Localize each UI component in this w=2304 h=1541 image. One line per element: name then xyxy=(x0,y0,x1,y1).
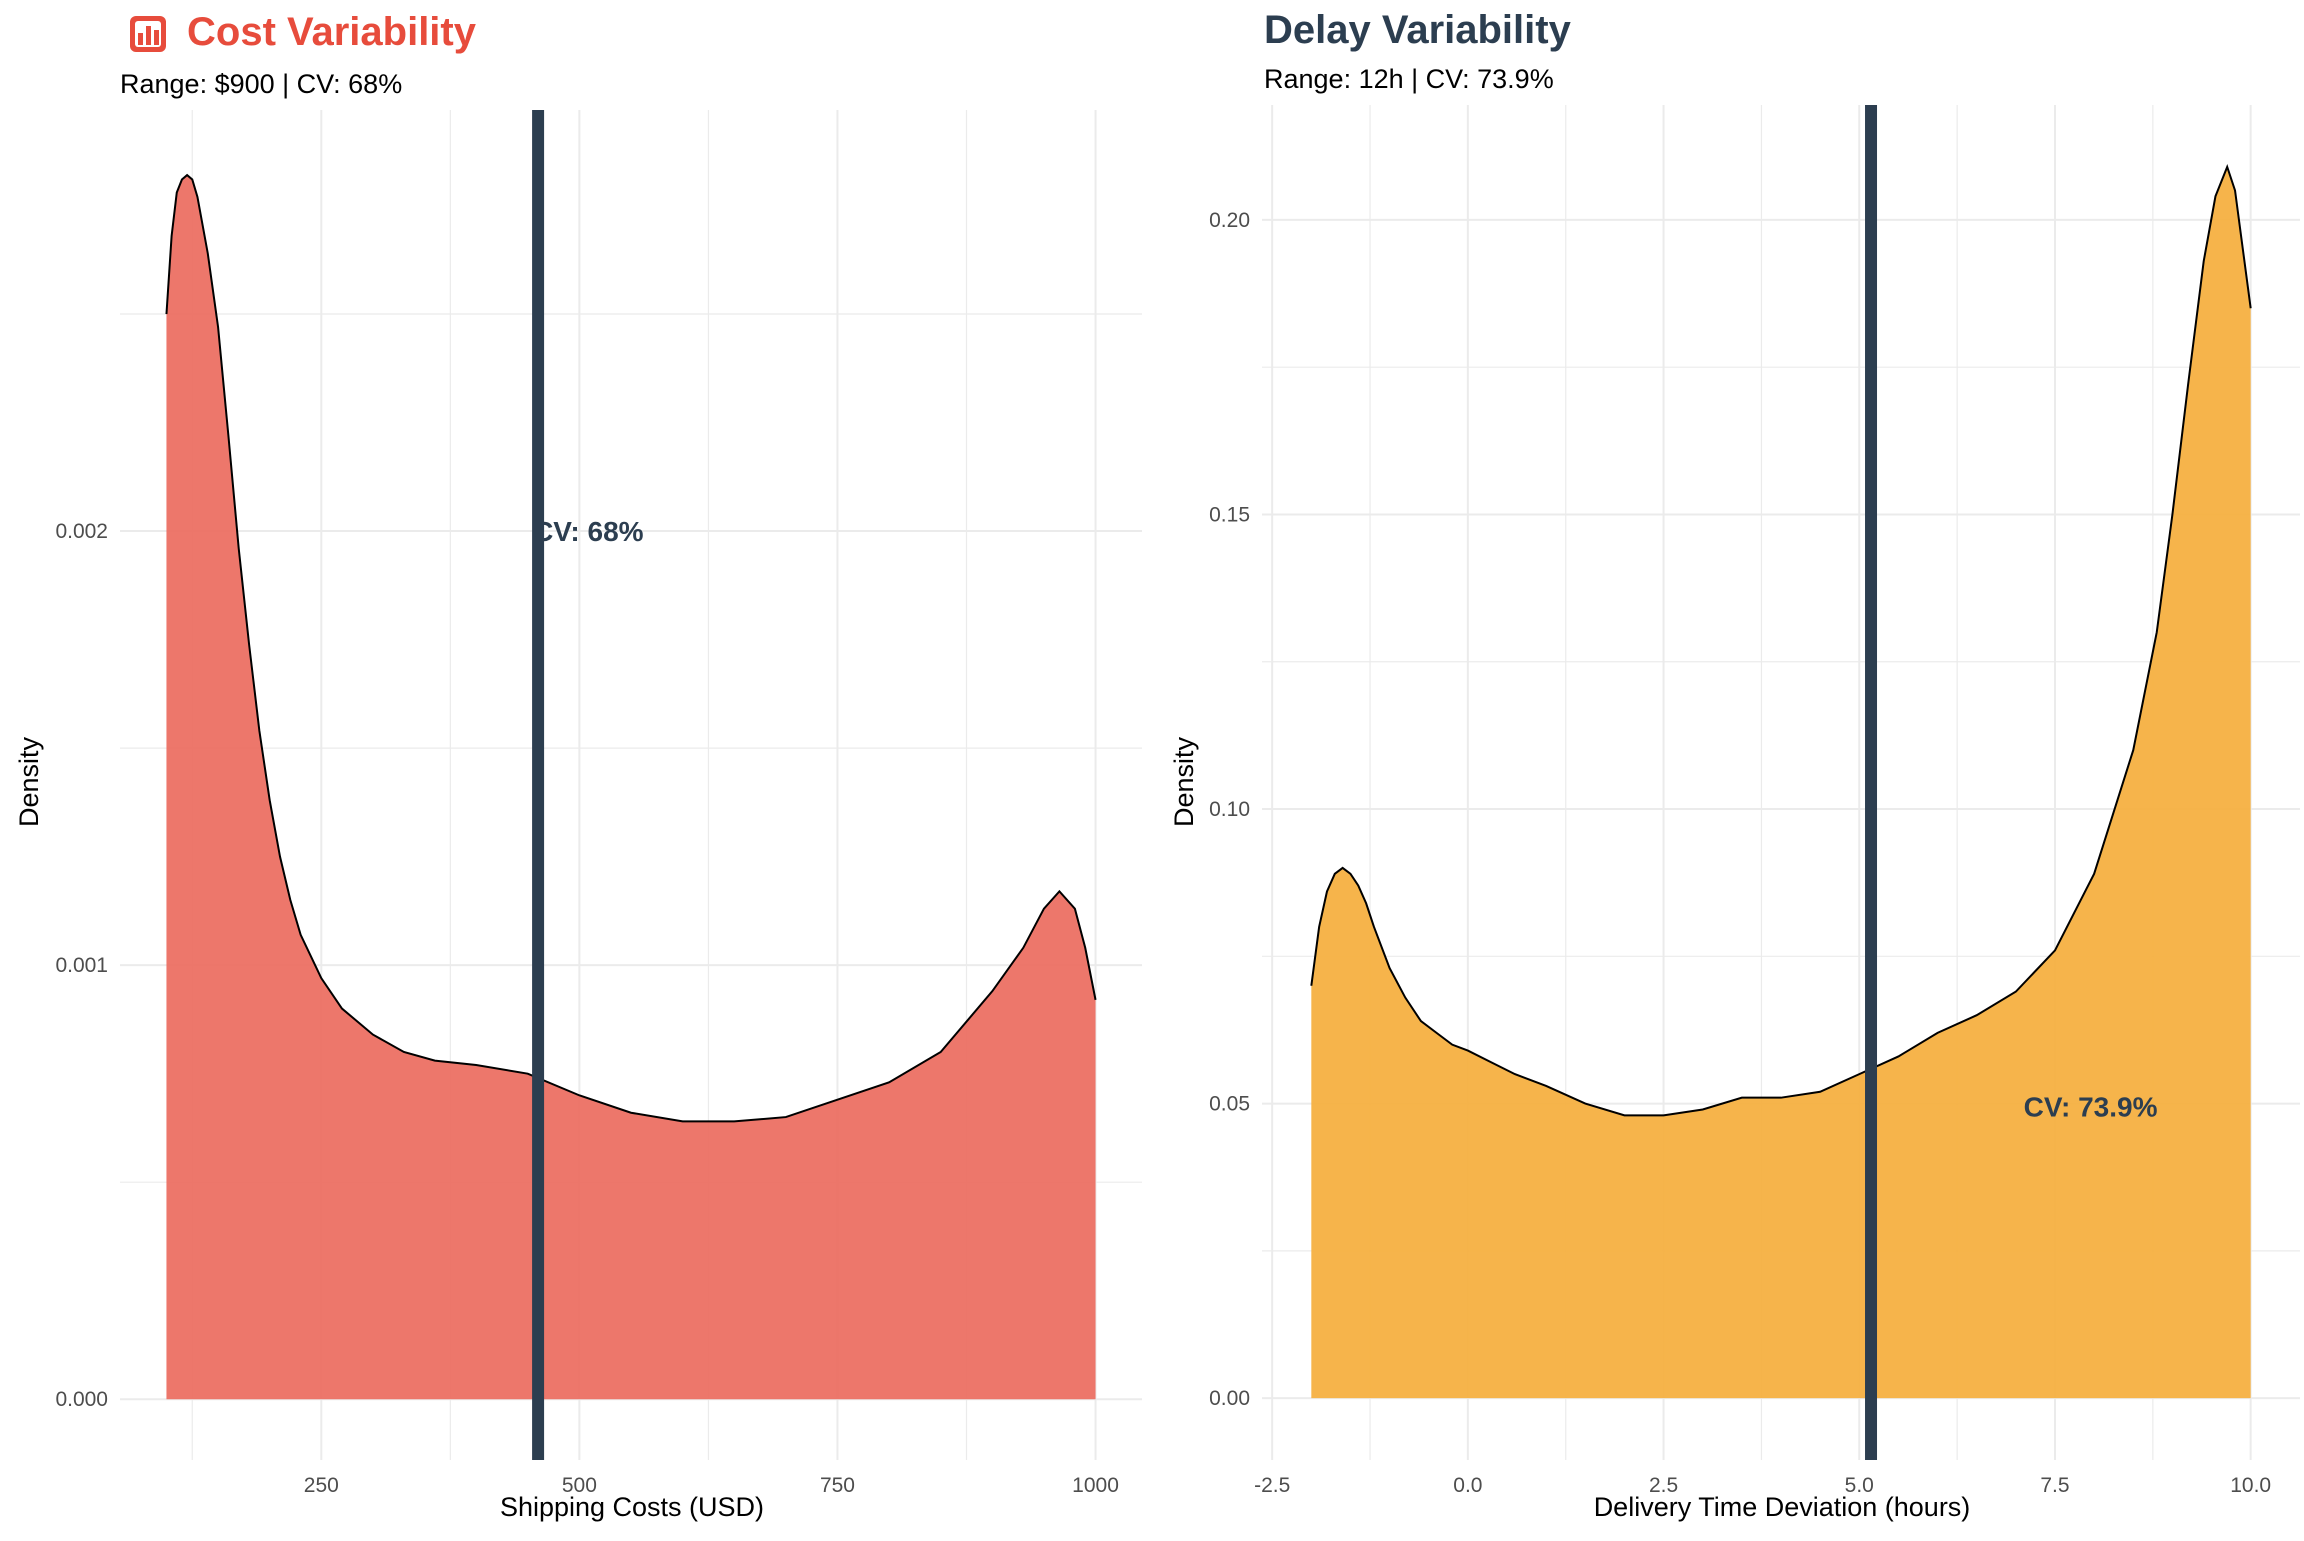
cost-x-tick-labels: 250 500 750 1000 xyxy=(304,1474,1119,1497)
x-tick-label: 750 xyxy=(820,1474,855,1497)
y-tick-label: 0.05 xyxy=(1209,1093,1250,1116)
delay-chart-title: Delay Variability xyxy=(1264,8,1572,52)
cost-cv-annotation: CV: 68% xyxy=(533,516,644,547)
delay-y-axis-label: Density xyxy=(1169,736,1199,827)
delay-x-axis-label: Delivery Time Deviation (hours) xyxy=(1594,1492,1971,1522)
cost-title-icon xyxy=(130,16,166,52)
cost-y-tick-labels: 0.000 0.001 0.002 xyxy=(55,520,108,1411)
delay-y-tick-labels: 0.00 0.05 0.10 0.15 0.20 xyxy=(1209,209,1250,1410)
x-tick-label: 2.5 xyxy=(1649,1474,1678,1497)
cost-density-fill xyxy=(166,175,1096,1400)
x-tick-label: 0.0 xyxy=(1453,1474,1482,1497)
x-tick-label: -2.5 xyxy=(1254,1474,1290,1497)
delay-density-outline xyxy=(1310,163,2252,1117)
cost-panel: Cost Variability Range: $900 | CV: 68% C… xyxy=(14,10,1142,1522)
y-tick-label: 0.001 xyxy=(55,954,108,977)
delay-x-tick-labels: -2.5 0.0 2.5 5.0 7.5 10.0 xyxy=(1254,1474,2271,1497)
y-tick-label: 0.002 xyxy=(55,520,108,543)
delay-panel: Delay Variability Range: 12h | CV: 73.9%… xyxy=(1169,8,2300,1522)
delay-density-area xyxy=(1310,163,2252,1399)
cost-chart-title: Cost Variability xyxy=(187,10,477,54)
delay-chart-subtitle: Range: 12h | CV: 73.9% xyxy=(1264,64,1554,94)
y-tick-label: 0.20 xyxy=(1209,209,1250,232)
delay-density-fill xyxy=(1311,166,2251,1399)
bar-chart-icon-bar xyxy=(154,30,159,45)
delay-cv-annotation: CV: 73.9% xyxy=(2024,1092,2158,1123)
cost-density-area xyxy=(165,173,1097,1400)
bar-chart-icon-bar xyxy=(146,26,151,45)
x-tick-label: 10.0 xyxy=(2230,1474,2271,1497)
x-tick-label: 1000 xyxy=(1072,1474,1119,1497)
y-tick-label: 0.00 xyxy=(1209,1387,1250,1410)
cost-density-outline xyxy=(165,173,1097,1123)
x-tick-label: 7.5 xyxy=(2040,1474,2069,1497)
bar-chart-icon-bar xyxy=(138,33,143,45)
cost-y-axis-label: Density xyxy=(14,736,44,827)
cost-chart-subtitle: Range: $900 | CV: 68% xyxy=(120,69,402,99)
x-tick-label: 5.0 xyxy=(1845,1474,1874,1497)
y-tick-label: 0.15 xyxy=(1209,503,1250,526)
x-tick-label: 250 xyxy=(304,1474,339,1497)
y-tick-label: 0.10 xyxy=(1209,798,1250,821)
x-tick-label: 500 xyxy=(562,1474,597,1497)
cost-x-axis-label: Shipping Costs (USD) xyxy=(500,1492,764,1522)
y-tick-label: 0.000 xyxy=(55,1388,108,1411)
